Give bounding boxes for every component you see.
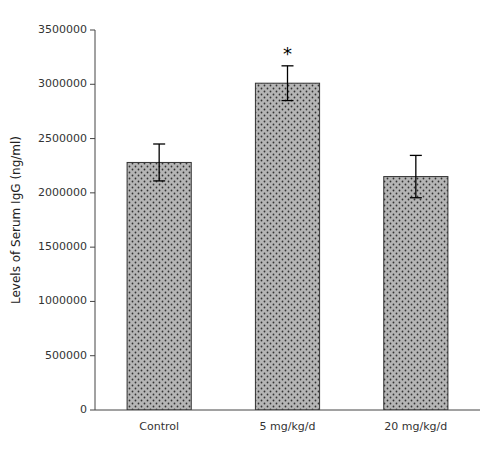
y-tick-label: 2000000 — [38, 186, 87, 199]
x-tick-label: 5 mg/kg/d — [260, 420, 316, 433]
data-marks — [127, 66, 448, 410]
y-tick-label: 3500000 — [38, 23, 87, 36]
chart-svg: * 0 500000 1000000 1500000 2000000 2500000 3000… — [0, 0, 500, 455]
y-tick — [90, 410, 95, 411]
x-tick-label: 20 mg/kg/d — [384, 420, 447, 433]
chart-container: * 0 500000 1000000 1500000 2000000 2500000 3000… — [0, 0, 500, 455]
x-axis-line — [95, 410, 480, 411]
bar — [255, 83, 319, 410]
significance-label: * — [283, 43, 292, 64]
y-tick-label: 2500000 — [38, 132, 87, 145]
error-bar — [282, 66, 294, 101]
x-tick-label: Control — [139, 420, 179, 433]
y-tick — [90, 84, 95, 85]
y-tick-label: 1000000 — [38, 294, 87, 307]
y-axis-label: Levels of Serum IgG (ng/ml) — [9, 136, 23, 304]
y-tick — [90, 301, 95, 302]
error-stem — [415, 155, 416, 197]
y-tick-label: 0 — [80, 403, 87, 416]
y-tick-label: 500000 — [45, 349, 87, 362]
error-bar — [153, 144, 165, 181]
y-tick — [90, 247, 95, 248]
y-axis-line — [95, 30, 96, 410]
y-tick — [90, 30, 95, 31]
error-cap — [410, 155, 422, 156]
error-cap — [282, 100, 294, 101]
error-cap — [282, 65, 294, 66]
y-tick — [90, 138, 95, 139]
y-tick-label: 1500000 — [38, 240, 87, 253]
error-stem — [159, 144, 160, 181]
bar — [127, 162, 191, 410]
bar — [384, 177, 448, 410]
error-stem — [287, 66, 288, 101]
error-cap — [153, 143, 165, 144]
error-bar — [410, 155, 422, 197]
y-tick-label: 3000000 — [38, 77, 87, 90]
error-cap — [410, 197, 422, 198]
error-cap — [153, 180, 165, 181]
plot-area: * 0 500000 1000000 1500000 2000000 2500000 3000… — [9, 23, 480, 433]
y-tick — [90, 355, 95, 356]
y-tick — [90, 192, 95, 193]
